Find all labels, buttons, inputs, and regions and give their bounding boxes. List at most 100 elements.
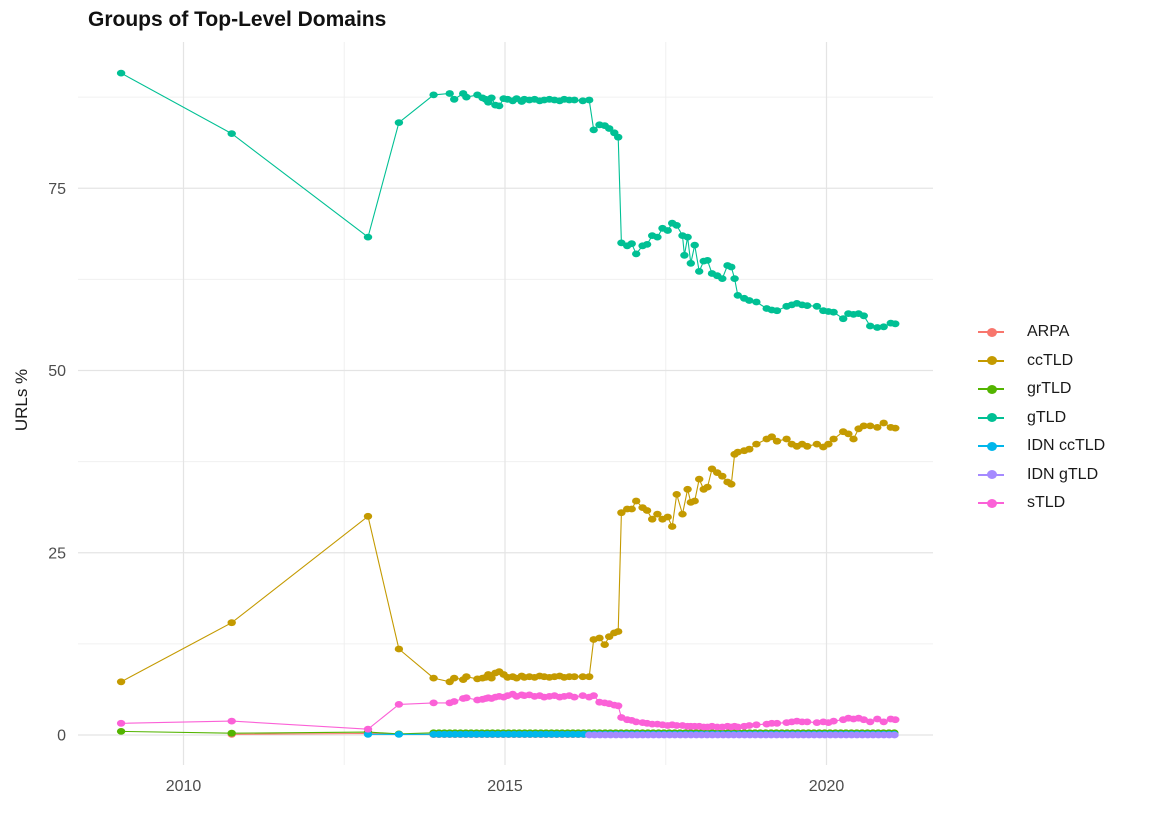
- data-point: [627, 505, 636, 513]
- data-point: [686, 259, 695, 267]
- data-point: [695, 268, 704, 275]
- data-point: [680, 251, 689, 259]
- data-point: [429, 674, 438, 682]
- legend-item-label: ARPA: [1027, 323, 1070, 340]
- data-point: [839, 315, 848, 323]
- legend-item-label: IDN ccTLD: [1027, 437, 1106, 454]
- series-lines: [120, 72, 896, 736]
- data-point: [394, 701, 404, 708]
- legend-item-label: grTLD: [1027, 380, 1072, 397]
- legend-key-dot: [986, 356, 997, 365]
- data-point: [718, 472, 727, 480]
- data-point: [733, 448, 742, 456]
- data-point: [116, 728, 126, 735]
- data-point: [394, 731, 404, 738]
- data-point: [812, 302, 822, 310]
- legend-key: [978, 323, 1004, 341]
- data-point: [803, 718, 812, 726]
- data-point: [752, 440, 761, 448]
- data-point: [752, 298, 761, 306]
- data-point: [585, 96, 594, 104]
- data-point: [614, 133, 623, 141]
- data-point: [866, 422, 875, 430]
- data-point: [891, 716, 900, 724]
- data-point: [879, 323, 888, 331]
- data-point: [859, 716, 868, 724]
- data-point: [614, 628, 623, 635]
- data-point: [829, 308, 838, 316]
- legend-item-sTLD: sTLD: [978, 494, 1105, 512]
- axis-tick-labels: 0 25 50 75 2010 2015 2020: [48, 181, 844, 795]
- data-point: [733, 723, 742, 731]
- data-point: [829, 717, 838, 725]
- data-point: [879, 419, 888, 427]
- data-point: [829, 435, 838, 443]
- y-tick-label: 25: [48, 545, 66, 562]
- legend-item-label: IDN gTLD: [1027, 465, 1099, 483]
- data-point: [772, 719, 782, 727]
- data-point: [363, 730, 373, 738]
- legend-item-grTLD: grTLD: [978, 380, 1105, 398]
- data-point: [429, 699, 438, 707]
- data-point: [632, 718, 641, 726]
- legend-key-dot: [986, 498, 997, 508]
- y-tick-label: 75: [48, 181, 66, 198]
- data-point: [745, 445, 754, 453]
- data-point: [450, 95, 459, 103]
- legend-key: [978, 466, 1004, 484]
- data-point: [803, 442, 812, 450]
- data-point: [394, 119, 404, 126]
- data-point: [642, 507, 652, 514]
- y-tick-label: 50: [48, 363, 66, 380]
- data-point: [668, 523, 677, 530]
- data-point: [745, 297, 754, 304]
- data-point: [394, 645, 404, 653]
- data-point: [589, 692, 598, 699]
- data-point: [695, 475, 704, 483]
- data-point: [782, 435, 791, 443]
- x-tick-label: 2010: [166, 778, 202, 795]
- data-point: [614, 702, 623, 710]
- legend-key-dot: [986, 470, 997, 479]
- legend-key: [978, 494, 1004, 512]
- data-point: [632, 497, 641, 505]
- data-point: [873, 715, 882, 723]
- data-point: [653, 510, 662, 518]
- data-point: [703, 257, 712, 264]
- legend-key: [978, 380, 1004, 398]
- data-point: [632, 250, 641, 258]
- data-point: [727, 480, 736, 488]
- data-point: [585, 673, 594, 681]
- data-point: [873, 324, 882, 331]
- data-point: [873, 424, 882, 431]
- data-point: [600, 641, 609, 648]
- data-point: [690, 241, 699, 249]
- data-point: [866, 718, 875, 726]
- data-point: [891, 424, 900, 432]
- data-point: [450, 698, 459, 705]
- points-ccTLD: [116, 419, 900, 686]
- data-point: [589, 126, 598, 134]
- data-point: [683, 485, 692, 493]
- data-point: [891, 320, 900, 328]
- legend-item-label: ccTLD: [1027, 351, 1074, 369]
- legend-key-dot: [986, 384, 997, 394]
- data-point: [487, 94, 496, 102]
- chart-title: Groups of Top-Level Domains: [88, 8, 386, 31]
- legend-item-ARPA: ARPA: [978, 323, 1105, 341]
- data-point: [730, 275, 739, 282]
- legend: ARPA ccTLD grTLD gTLD IDN ccTLD IDN gTLD sTLD: [978, 323, 1105, 523]
- data-point: [363, 512, 373, 520]
- legend-key: [978, 352, 1004, 370]
- points-sTLD: [116, 690, 900, 733]
- data-point: [462, 694, 471, 702]
- data-point: [653, 233, 662, 241]
- data-point: [849, 435, 858, 443]
- x-tick-label: 2015: [487, 778, 523, 795]
- data-point: [363, 233, 373, 241]
- y-tick-label: 0: [57, 728, 66, 745]
- data-point: [578, 673, 587, 681]
- data-point: [605, 125, 614, 132]
